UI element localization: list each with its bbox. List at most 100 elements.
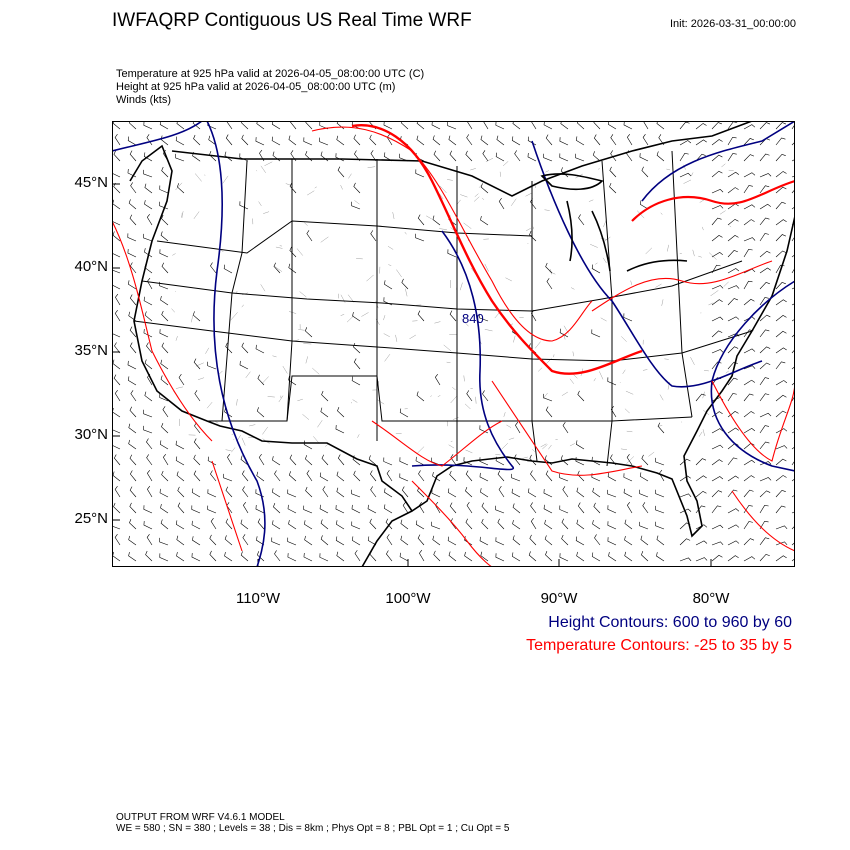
wind-barb [161, 214, 169, 226]
wind-barb [479, 425, 489, 434]
wind-barb [304, 520, 313, 530]
wind-barb [527, 488, 537, 498]
county-line [690, 356, 695, 365]
wind-barb [144, 311, 153, 322]
wind-barb [591, 552, 601, 562]
wind-barb [775, 361, 786, 370]
wind-barb [401, 278, 409, 290]
wind-barb [559, 137, 569, 146]
wind-barb [561, 534, 569, 546]
wind-barb [791, 348, 795, 354]
wind-barb [711, 541, 724, 546]
county-line [172, 253, 176, 256]
wind-barb [288, 471, 297, 482]
wind-barb [695, 393, 706, 402]
great-lakes [540, 173, 688, 272]
wind-barb [258, 453, 265, 466]
wind-barb [711, 188, 724, 194]
wind-barb [609, 166, 617, 178]
wind-barb [112, 231, 121, 242]
model-settings: WE = 580 ; SN = 380 ; Levels = 38 ; Dis … [116, 823, 510, 834]
county-line [549, 271, 556, 275]
wind-barb [241, 342, 249, 354]
county-line [478, 185, 482, 188]
wind-barb [225, 518, 233, 530]
wind-barb [543, 153, 553, 162]
wind-barb [759, 461, 772, 466]
wind-barb [224, 151, 233, 162]
wind-barb [727, 555, 739, 562]
wind-barb [447, 488, 457, 498]
wind-barb [527, 152, 537, 162]
wind-barb [577, 390, 585, 402]
wind-barb [159, 281, 169, 290]
wind-barb [241, 121, 249, 130]
wind-barb [210, 518, 217, 530]
wind-barb [146, 438, 153, 450]
wind-barb [242, 534, 249, 546]
wind-barb [546, 278, 553, 290]
wind-barb [401, 486, 409, 498]
county-line [659, 394, 664, 401]
county-line [704, 370, 709, 372]
county-line [522, 456, 528, 459]
wind-barb [239, 153, 249, 162]
wind-barb [415, 169, 425, 178]
wind-barb [775, 330, 787, 338]
county-line [463, 222, 472, 229]
wind-barb [639, 489, 649, 498]
wind-barb [695, 123, 707, 130]
wind-barb [336, 487, 345, 498]
wind-barb [319, 553, 329, 562]
wind-barb [417, 534, 425, 546]
wind-barb [743, 237, 756, 242]
wind-barb [176, 183, 185, 194]
wind-barb [759, 362, 771, 370]
wind-barb [655, 457, 665, 466]
wind-barb [288, 520, 297, 530]
wind-barb [775, 428, 788, 434]
wind-barb [161, 470, 169, 482]
county-line [392, 212, 395, 220]
wind-barb [255, 505, 265, 514]
county-line [404, 231, 407, 235]
wind-barb [679, 508, 692, 514]
wind-barb [743, 219, 755, 226]
county-line [303, 343, 312, 345]
wind-barb [727, 298, 738, 306]
wind-barb [656, 535, 665, 546]
wind-barb [695, 540, 708, 546]
wind-barb [639, 521, 649, 530]
wind-barb [743, 411, 755, 418]
wind-barb [759, 504, 769, 514]
wind-barb [192, 311, 201, 322]
wind-barb [193, 470, 201, 482]
wind-barb [775, 250, 787, 258]
wind-barb [711, 524, 724, 530]
county-line [482, 197, 485, 200]
wind-barb [433, 150, 441, 162]
wind-barb [655, 489, 665, 498]
wind-barb [273, 262, 281, 274]
wind-barb [466, 502, 473, 514]
wind-barb [115, 293, 121, 306]
county-line [267, 396, 275, 398]
wind-barb [711, 264, 721, 274]
lon-label-90w: 90°W [540, 590, 578, 607]
wind-barb [711, 459, 723, 466]
county-line [260, 284, 266, 292]
wind-barb [711, 428, 724, 434]
wind-barb [775, 489, 786, 498]
wind-barb [727, 171, 740, 178]
wind-barb [335, 536, 345, 546]
wind-barb [370, 230, 377, 242]
county-line [572, 351, 574, 357]
county-line [506, 424, 512, 428]
wind-barb [479, 313, 489, 322]
wind-barb [727, 285, 740, 290]
wind-barb [607, 505, 617, 514]
wind-barb [416, 135, 425, 146]
wind-barb [513, 454, 521, 466]
wind-barb [528, 551, 537, 562]
wind-barb [335, 425, 345, 434]
